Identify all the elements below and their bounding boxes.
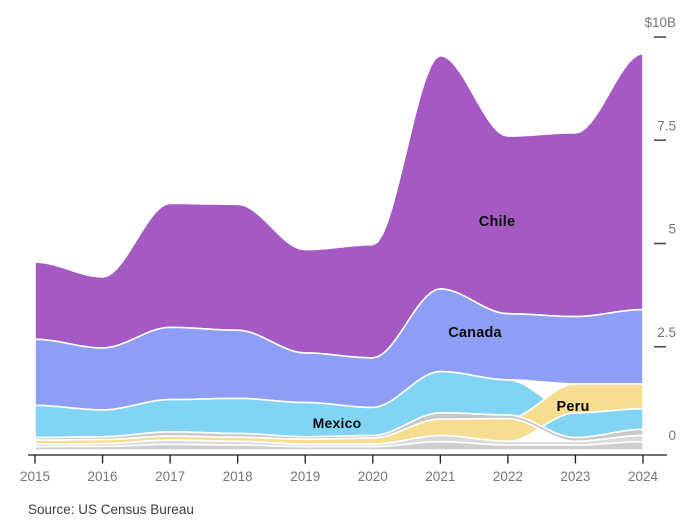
- source-attribution: Source: US Census Bureau: [28, 502, 194, 517]
- y-axis-label: 7.5: [657, 118, 676, 133]
- x-axis-label: 2020: [358, 469, 388, 484]
- x-axis-label: 2023: [560, 469, 590, 484]
- y-axis-label: 5: [668, 222, 676, 237]
- y-axis-label: $10B: [644, 15, 676, 30]
- x-axis-label: 2015: [20, 469, 50, 484]
- x-axis-label: 2016: [88, 469, 118, 484]
- canada-area-label: Canada: [448, 325, 502, 341]
- x-axis-label: 2018: [223, 469, 253, 484]
- chile-area-label: Chile: [478, 214, 516, 230]
- chile-area: [34, 52, 644, 359]
- x-axis-label: 2017: [155, 469, 185, 484]
- y-axis-label: 0: [668, 428, 676, 443]
- mexico-area-label: Mexico: [312, 415, 362, 431]
- x-axis-label: 2024: [628, 469, 659, 484]
- x-axis-label: 2021: [425, 469, 455, 484]
- x-axis-label: 2022: [493, 469, 523, 484]
- others-area: [34, 440, 644, 451]
- y-axis-label: 2.5: [657, 325, 676, 340]
- x-axis-label: 2019: [290, 469, 320, 484]
- peru-area-label: Peru: [556, 399, 590, 415]
